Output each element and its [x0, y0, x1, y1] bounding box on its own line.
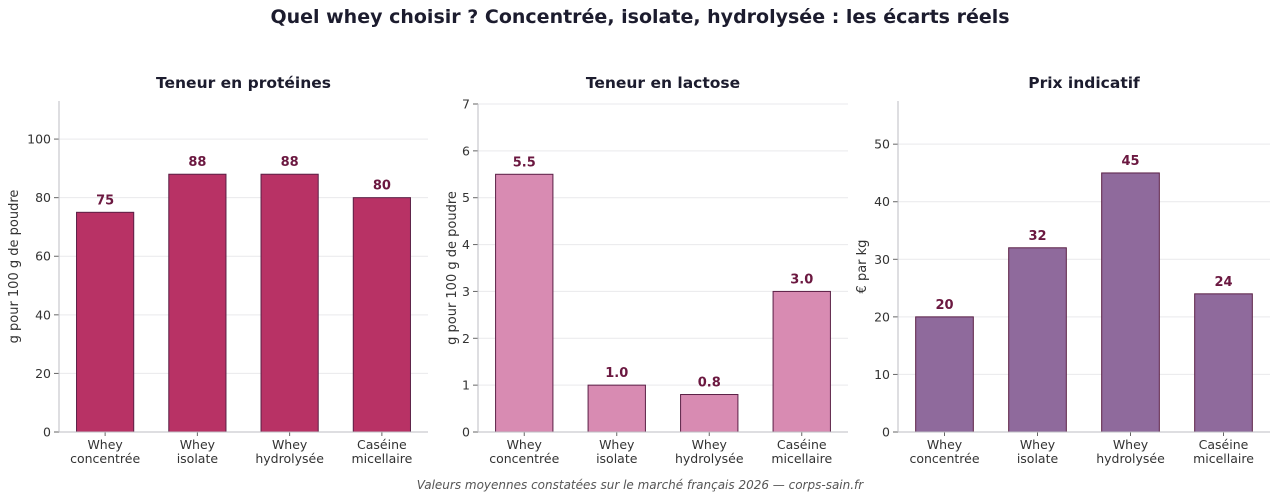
- y-axis-label: g pour 100 g de poudre: [7, 190, 22, 344]
- x-tick-label: Whey isolate: [177, 437, 219, 466]
- value-label: 32: [1028, 229, 1046, 244]
- bar: [915, 316, 974, 433]
- y-tick-label: 30: [874, 252, 890, 267]
- y-tick-label: 2: [462, 331, 470, 346]
- x-tick-label: Whey concentrée: [909, 437, 979, 466]
- y-tick-label: 60: [35, 249, 51, 264]
- y-tick-label: 5: [462, 190, 470, 205]
- bar: [352, 197, 411, 433]
- y-tick-label: 6: [462, 143, 470, 158]
- value-label: 75: [96, 193, 114, 208]
- x-tick-label: Caséine micellaire: [351, 437, 412, 466]
- bar: [1101, 172, 1160, 433]
- x-tick-label: Caséine micellaire: [771, 437, 832, 466]
- y-axis-label: € par kg: [855, 240, 870, 294]
- bar: [772, 290, 831, 433]
- y-tick-label: 20: [35, 366, 51, 381]
- y-tick-label: 50: [874, 137, 890, 152]
- x-tick-label: Whey concentrée: [70, 437, 140, 466]
- bar: [1008, 247, 1067, 433]
- chart-panel-3: Prix indicatif 0 10 20 30 40 50 20 Whey concentré…: [855, 74, 1270, 466]
- value-label: 80: [373, 179, 391, 194]
- bar: [1194, 293, 1253, 433]
- y-tick-label: 100: [27, 132, 51, 147]
- chart-panel-1: Teneur en protéines 0 20 40 60 80 100 75 Whey con…: [7, 74, 428, 466]
- bar: [168, 173, 227, 433]
- value-label: 24: [1214, 275, 1232, 290]
- value-label: 88: [281, 155, 299, 170]
- figure-title: Quel whey choisir ? Concentrée, isolate,…: [270, 6, 1009, 28]
- chart-title: Teneur en lactose: [586, 74, 740, 92]
- value-label: 1.0: [605, 366, 628, 381]
- x-tick-label: Whey hydrolysée: [675, 437, 744, 466]
- x-tick-label: Whey concentrée: [489, 437, 559, 466]
- y-tick-label: 20: [874, 309, 890, 324]
- value-label: 88: [188, 155, 206, 170]
- value-label: 0.8: [698, 376, 721, 391]
- chart-panel-2: Teneur en lactose 0 1 2 3 4 5 6 7 5.5 Whey concentr…: [445, 74, 848, 466]
- bar: [260, 173, 319, 433]
- x-tick-label: Caséine micellaire: [1193, 437, 1254, 466]
- bar: [587, 384, 646, 433]
- y-tick-label: 80: [35, 190, 51, 205]
- value-label: 20: [935, 298, 953, 313]
- y-tick-label: 1: [462, 378, 470, 393]
- y-tick-label: 40: [874, 194, 890, 209]
- bar: [680, 394, 739, 433]
- y-tick-label: 40: [35, 307, 51, 322]
- y-tick-label: 7: [462, 97, 470, 112]
- x-tick-label: Whey hydrolysée: [255, 437, 324, 466]
- y-tick-label: 0: [462, 425, 470, 440]
- x-tick-label: Whey hydrolysée: [1096, 437, 1165, 466]
- y-tick-label: 0: [43, 425, 51, 440]
- y-tick-label: 10: [874, 367, 890, 382]
- x-tick-label: Whey isolate: [596, 437, 638, 466]
- y-axis-label: g pour 100 g de poudre: [445, 191, 460, 345]
- y-tick-label: 4: [462, 237, 470, 252]
- bar: [495, 173, 554, 433]
- value-label: 5.5: [513, 155, 536, 170]
- bar: [76, 211, 135, 433]
- x-tick-label: Whey isolate: [1017, 437, 1059, 466]
- y-tick-label: 3: [462, 284, 470, 299]
- chart-title: Teneur en protéines: [156, 74, 331, 92]
- value-label: 3.0: [790, 272, 813, 287]
- y-tick-label: 0: [882, 425, 890, 440]
- chart-title: Prix indicatif: [1028, 74, 1140, 92]
- value-label: 45: [1121, 154, 1139, 169]
- footnote: Valeurs moyennes constatées sur le march…: [417, 478, 864, 492]
